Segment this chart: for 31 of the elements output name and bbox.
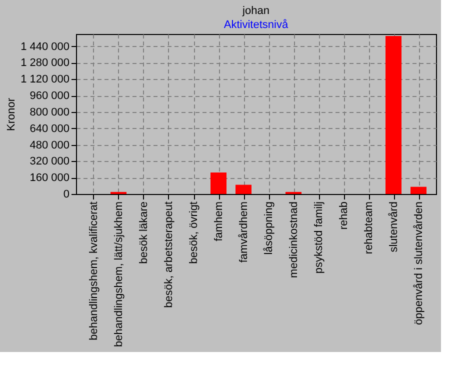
x-tick-label: besök, övrigt [188, 202, 200, 264]
x-tick-label: famhem [213, 202, 225, 242]
bar [236, 184, 252, 194]
chart-title: johan [242, 5, 270, 17]
y-tick-label: 320 000 [30, 156, 70, 168]
x-tick-label: medicinkostnad [288, 202, 300, 278]
x-tick-label: rehab [338, 202, 350, 230]
x-tick-label: besök läkare [138, 202, 150, 264]
y-tick-label: 160 000 [30, 172, 70, 184]
y-tick-label: 800 000 [30, 106, 70, 118]
x-tick-label: behandlingshem, kvalificerat [88, 202, 100, 340]
x-tick-label: behandlingshem, lätt/sjukhem [113, 202, 125, 348]
bar [210, 172, 226, 194]
x-tick-label: famvårdhem [238, 202, 250, 263]
y-tick-label: 0 [63, 188, 70, 200]
x-tick-label: rehabteam [363, 202, 375, 254]
y-tick-label: 1 120 000 [20, 74, 70, 86]
x-tick-label: låsöppning [263, 202, 275, 255]
y-tick-label: 1 280 000 [20, 57, 70, 70]
chart-subtitle: Aktivitetsnivå [224, 19, 289, 31]
x-tick-label: slutenvård [388, 202, 400, 252]
x-tick-label: psykstöd familj [313, 202, 325, 274]
y-tick-label: 480 000 [30, 139, 70, 152]
y-tick-label: 1 440 000 [20, 40, 70, 53]
bar [386, 36, 402, 194]
y-axis-title: Kronor [6, 98, 18, 132]
y-tick-label: 960 000 [30, 90, 70, 102]
x-tick-label: öppenvård i slutenvården [413, 202, 425, 326]
bar [410, 186, 426, 194]
y-tick-label: 640 000 [30, 122, 70, 135]
x-tick-label: besök, arbetsterapeut [163, 202, 175, 308]
